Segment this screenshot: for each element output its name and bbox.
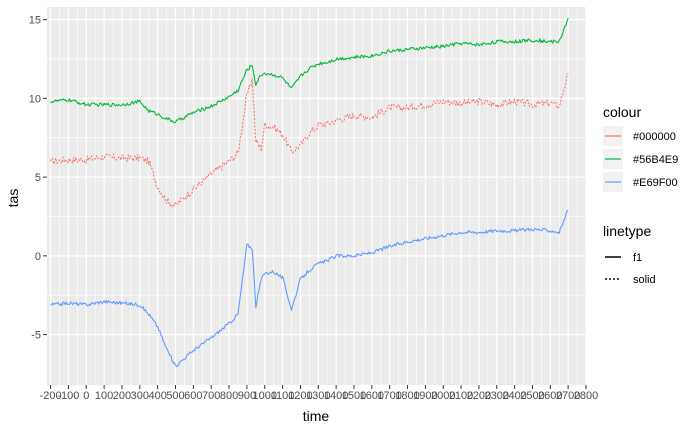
legend: colour linetype #000000 #56B4E9 #E69F00 f1 s… bbox=[603, 104, 678, 289]
x-tick-label: 1100 bbox=[271, 390, 295, 402]
x-tick-label: 1200 bbox=[288, 390, 312, 402]
x-tick-label: 1800 bbox=[395, 390, 419, 402]
x-tick-label: 700 bbox=[202, 390, 220, 402]
x-tick-label: 500 bbox=[166, 390, 184, 402]
legend-colour-label: #000000 bbox=[633, 131, 676, 143]
legend-colour-title: colour bbox=[603, 104, 641, 120]
x-tick-label: 2500 bbox=[520, 390, 544, 402]
series-lines bbox=[50, 17, 569, 368]
x-tick-label: 0 bbox=[83, 390, 89, 402]
legend-linetype-label: solid bbox=[633, 274, 656, 286]
x-tick-label: 1300 bbox=[306, 390, 330, 402]
plot-panel bbox=[47, 7, 586, 385]
legend-linetype-label: f1 bbox=[633, 252, 642, 264]
x-tick-label: 2200 bbox=[467, 390, 491, 402]
x-tick-label: 800 bbox=[220, 390, 238, 402]
y-tick-label: 0 bbox=[35, 251, 41, 263]
x-tick-label: 1400 bbox=[324, 390, 348, 402]
x-tick-label: 1600 bbox=[360, 390, 384, 402]
y-tick-label: -5 bbox=[31, 330, 41, 342]
x-tick-label: 2100 bbox=[449, 390, 473, 402]
series-line bbox=[50, 209, 569, 368]
x-tick-label: 1900 bbox=[413, 390, 437, 402]
x-tick-label: 1500 bbox=[342, 390, 366, 402]
panel-background bbox=[47, 7, 586, 385]
x-tick-label: 400 bbox=[148, 390, 166, 402]
y-tick-label: 10 bbox=[29, 93, 41, 105]
x-tick-label: 2600 bbox=[538, 390, 562, 402]
x-tick-label: 1000 bbox=[252, 390, 276, 402]
x-tick-label: 2300 bbox=[485, 390, 509, 402]
x-tick-label: 900 bbox=[238, 390, 256, 402]
x-tick-label: -100 bbox=[57, 390, 79, 402]
y-tick-label: 15 bbox=[29, 15, 41, 27]
x-tick-label: 2000 bbox=[431, 390, 455, 402]
grid-lines bbox=[47, 7, 587, 385]
x-tick-label: 1700 bbox=[377, 390, 401, 402]
axes: -5 0 5 10 15 -200-100 0 100 200 300 400 500 600 700 80… bbox=[29, 15, 598, 402]
x-tick-label: 200 bbox=[113, 390, 131, 402]
x-tick-label: 2400 bbox=[502, 390, 526, 402]
x-tick-label: 100 bbox=[95, 390, 113, 402]
x-tick-label: 2800 bbox=[574, 390, 598, 402]
legend-colour-label: #56B4E9 bbox=[633, 154, 678, 166]
series-line bbox=[50, 17, 569, 124]
x-tick-label: -200 bbox=[40, 390, 62, 402]
y-tick-label: 5 bbox=[35, 172, 41, 184]
legend-linetype-title: linetype bbox=[603, 223, 651, 239]
series-line bbox=[50, 72, 569, 208]
x-tick-label: 2700 bbox=[556, 390, 580, 402]
legend-colour-label: #E69F00 bbox=[633, 177, 678, 189]
x-tick-label: 600 bbox=[184, 390, 202, 402]
x-tick-label: 300 bbox=[131, 390, 149, 402]
x-axis-title: time bbox=[303, 408, 330, 424]
y-axis-title: tas bbox=[5, 189, 21, 208]
